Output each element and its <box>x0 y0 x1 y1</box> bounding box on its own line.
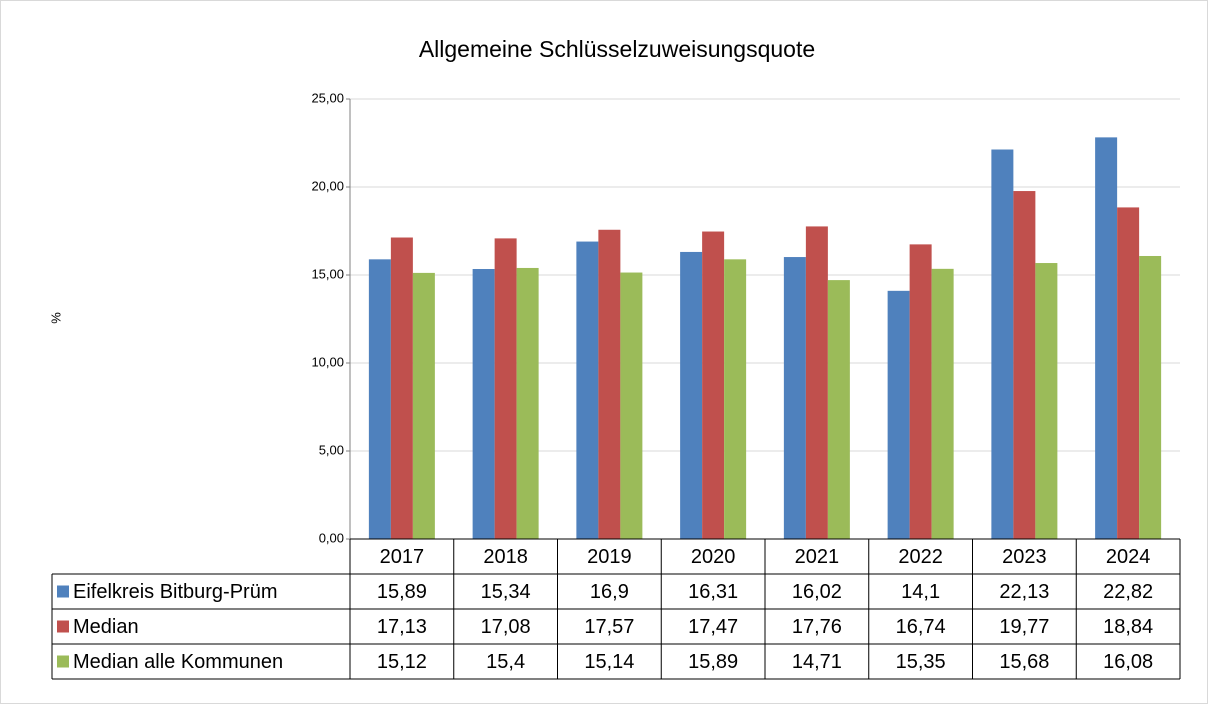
bar <box>827 280 850 539</box>
x-tick-label: 2020 <box>691 546 736 568</box>
data-label: 16,08 <box>1103 651 1153 673</box>
data-label: 15,89 <box>688 651 738 673</box>
legend-key <box>57 585 69 598</box>
bar <box>1117 207 1140 539</box>
y-tick-label: 5,00 <box>319 442 344 457</box>
legend-key <box>57 620 69 633</box>
bar <box>620 272 643 539</box>
data-label: 15,89 <box>377 581 427 603</box>
data-label: 15,68 <box>999 651 1049 673</box>
x-tick-label: 2024 <box>1106 546 1151 568</box>
data-label: 15,14 <box>584 651 634 673</box>
bar <box>805 226 828 539</box>
legend-label: Median alle Kommunen <box>73 651 283 673</box>
data-label: 16,31 <box>688 581 738 603</box>
bar <box>598 229 621 539</box>
x-tick-label: 2017 <box>380 546 425 568</box>
data-label: 14,71 <box>792 651 842 673</box>
legend-key <box>57 655 69 668</box>
legend-label: Median <box>73 616 139 638</box>
y-tick-label: 10,00 <box>311 354 344 369</box>
bar <box>368 259 391 539</box>
bar <box>1095 137 1118 540</box>
bar <box>516 267 539 539</box>
bar <box>724 259 747 539</box>
bar <box>783 257 806 539</box>
legend-label: Eifelkreis Bitburg-Prüm <box>73 581 278 603</box>
data-label: 18,84 <box>1103 616 1153 638</box>
bar <box>680 251 703 539</box>
x-tick-label: 2018 <box>483 546 528 568</box>
bar <box>472 269 495 539</box>
bar <box>1035 263 1058 539</box>
data-label: 17,76 <box>792 616 842 638</box>
bar <box>991 149 1014 539</box>
data-label: 17,13 <box>377 616 427 638</box>
y-axis-label: % <box>48 312 63 324</box>
data-label: 14,1 <box>901 581 940 603</box>
y-tick-label: 20,00 <box>311 178 344 193</box>
data-label: 15,35 <box>896 651 946 673</box>
data-label: 22,13 <box>999 581 1049 603</box>
data-label: 15,4 <box>486 651 525 673</box>
data-label: 22,82 <box>1103 581 1153 603</box>
x-tick-label: 2021 <box>795 546 840 568</box>
data-label: 16,02 <box>792 581 842 603</box>
x-tick-label: 2022 <box>898 546 943 568</box>
y-tick-label: 15,00 <box>311 266 344 281</box>
data-label: 16,74 <box>896 616 946 638</box>
data-label: 15,34 <box>481 581 531 603</box>
data-label: 15,12 <box>377 651 427 673</box>
x-tick-label: 2023 <box>1002 546 1047 568</box>
bar <box>494 238 517 539</box>
bar <box>909 244 932 539</box>
data-label: 17,47 <box>688 616 738 638</box>
bar <box>1013 191 1036 539</box>
bar <box>1139 255 1162 539</box>
bar <box>931 268 954 539</box>
data-label: 17,57 <box>584 616 634 638</box>
bar <box>390 237 413 539</box>
chart-title: Allgemeine Schlüsselzuweisungsquote <box>419 36 815 62</box>
bar <box>702 231 725 539</box>
data-label: 17,08 <box>481 616 531 638</box>
bar <box>576 241 599 539</box>
x-tick-label: 2019 <box>587 546 632 568</box>
data-label: 19,77 <box>999 616 1049 638</box>
data-label: 16,9 <box>590 581 629 603</box>
y-tick-label: 0,00 <box>319 530 344 545</box>
bar <box>887 290 910 539</box>
y-tick-label: 25,00 <box>311 90 344 105</box>
bar <box>412 272 435 539</box>
